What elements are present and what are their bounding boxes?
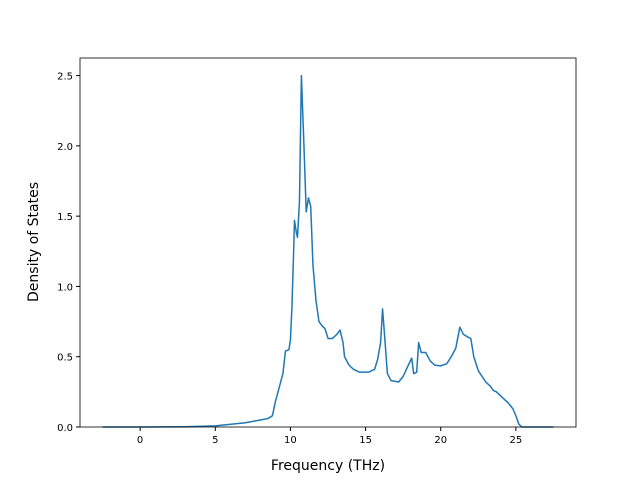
x-tick-label: 5	[212, 435, 218, 446]
y-tick-label: 0.0	[57, 423, 73, 434]
x-tick-label: 20	[434, 435, 447, 446]
x-tick-label: 15	[359, 435, 372, 446]
x-tick-label: 0	[137, 435, 143, 446]
y-tick-label: 1.0	[57, 282, 73, 293]
y-tick-label: 0.5	[57, 353, 73, 364]
y-tick-label: 1.5	[57, 212, 73, 223]
line-series	[102, 74, 554, 428]
plot-frame	[79, 57, 577, 428]
x-axis-label: Frequency (THz)	[271, 458, 385, 474]
y-tick-label: 2.0	[57, 142, 73, 153]
y-axis-label: Density of States	[26, 182, 42, 302]
y-tick-label: 2.5	[57, 72, 73, 83]
x-tick-label: 25	[510, 435, 523, 446]
x-tick-label: 10	[284, 435, 297, 446]
